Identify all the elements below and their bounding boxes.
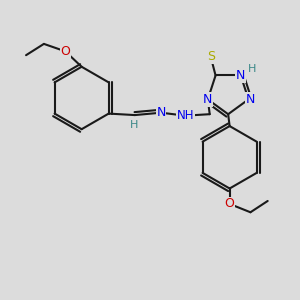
Text: O: O [225, 197, 235, 210]
Text: O: O [60, 45, 70, 58]
Text: H: H [248, 64, 256, 74]
Text: N: N [236, 69, 245, 82]
Text: N: N [245, 93, 255, 106]
Text: NH: NH [177, 109, 194, 122]
Text: H: H [130, 120, 138, 130]
Text: N: N [156, 106, 166, 119]
Text: N: N [203, 93, 212, 106]
Text: S: S [207, 50, 215, 63]
